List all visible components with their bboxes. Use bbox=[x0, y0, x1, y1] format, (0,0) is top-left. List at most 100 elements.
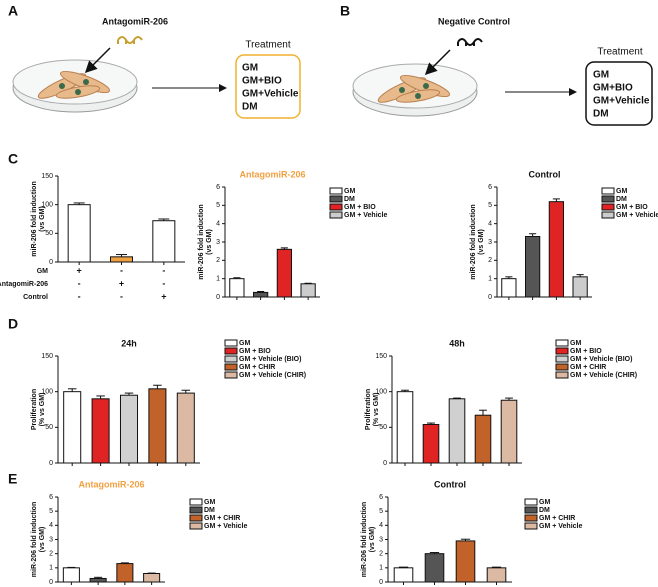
legend-label: GM + Vehicle bbox=[344, 212, 387, 219]
bar bbox=[229, 278, 245, 298]
y-tick-label: 1 bbox=[216, 276, 220, 283]
y-tick-label: 3 bbox=[488, 239, 492, 246]
legend-swatch bbox=[601, 187, 615, 195]
condition-label: AntagomiR-206 bbox=[0, 281, 48, 288]
bar bbox=[396, 391, 414, 464]
treatment: GM+Vehicle bbox=[242, 89, 299, 100]
y-tick-label: 0 bbox=[383, 460, 387, 467]
chart-title: 48h bbox=[449, 338, 465, 348]
legend-label: GM + BIO bbox=[344, 204, 376, 211]
y-tick-label: 4 bbox=[379, 522, 383, 529]
bar bbox=[300, 283, 316, 298]
y-tick-label: 6 bbox=[216, 184, 220, 191]
legend-label: GM + Vehicle (BIO) bbox=[239, 356, 301, 363]
legend-swatch bbox=[189, 514, 203, 522]
legend-swatch bbox=[524, 522, 538, 530]
y-axis-label: (vs GM) bbox=[39, 206, 46, 232]
y-tick-label: 2 bbox=[488, 257, 492, 264]
legend-swatch bbox=[601, 203, 615, 211]
bar bbox=[67, 204, 91, 263]
y-tick-label: 5 bbox=[488, 202, 492, 209]
y-axis-label: (vs GM) bbox=[39, 527, 46, 553]
legend-swatch bbox=[189, 522, 203, 530]
condition-sign: - bbox=[162, 265, 165, 275]
legend-label: GM + CHIR bbox=[204, 515, 240, 522]
legend-swatch bbox=[189, 498, 203, 506]
legend-label: DM bbox=[204, 507, 215, 514]
arrow bbox=[424, 49, 451, 76]
y-tick-label: 100 bbox=[41, 389, 53, 396]
chart-title: AntagomiR-206 bbox=[78, 479, 144, 489]
y-tick-label: 0 bbox=[49, 579, 53, 586]
y-tick-label: 4 bbox=[488, 221, 492, 228]
bar bbox=[119, 394, 139, 464]
treatment-title: Treatment bbox=[245, 40, 290, 51]
chart-title: AntagomiR-206 bbox=[239, 169, 305, 179]
bar bbox=[572, 276, 588, 298]
panel-label: E bbox=[8, 471, 17, 487]
legend-swatch bbox=[524, 514, 538, 522]
legend-swatch bbox=[329, 203, 343, 211]
legend-label: DM bbox=[539, 507, 550, 514]
chart-title: 24h bbox=[121, 338, 137, 348]
treatment: GM bbox=[593, 70, 609, 81]
bar bbox=[548, 201, 564, 298]
y-tick-label: 6 bbox=[379, 494, 383, 501]
treatment: GM+Vehicle bbox=[593, 96, 650, 107]
legend-label: GM bbox=[616, 188, 627, 195]
petri-dish bbox=[352, 63, 478, 117]
legend-label: GM + BIO bbox=[239, 348, 271, 355]
y-axis-label: (% vs GM) bbox=[39, 393, 46, 427]
y-axis-label: miR-206 fold induction bbox=[361, 502, 368, 577]
legend-swatch bbox=[555, 363, 569, 371]
y-tick-label: 2 bbox=[379, 551, 383, 558]
y-tick-label: 0 bbox=[216, 294, 220, 301]
bar bbox=[424, 553, 445, 583]
condition-sign: - bbox=[120, 265, 123, 275]
bar bbox=[91, 398, 110, 464]
y-tick-label: 2 bbox=[49, 551, 53, 558]
condition-sign: + bbox=[119, 278, 124, 288]
y-axis-label: (vs GM) bbox=[369, 527, 376, 553]
bar bbox=[152, 220, 176, 263]
y-tick-label: 0 bbox=[379, 579, 383, 586]
legend-swatch bbox=[601, 211, 615, 219]
legend-swatch bbox=[224, 355, 238, 363]
legend-label: GM + Vehicle bbox=[539, 523, 582, 530]
condition-sign: + bbox=[161, 291, 166, 301]
y-tick-label: 5 bbox=[379, 508, 383, 515]
y-tick-label: 0 bbox=[49, 259, 53, 266]
bar bbox=[501, 278, 517, 298]
treatment: DM bbox=[593, 109, 609, 120]
legend-label: GM + Vehicle (CHIR) bbox=[239, 372, 306, 379]
y-tick-label: 2 bbox=[216, 257, 220, 264]
bar bbox=[116, 563, 134, 583]
bar bbox=[89, 577, 107, 583]
y-axis-label: miR-206 fold induction bbox=[470, 204, 477, 279]
y-axis-label: (vs GM) bbox=[478, 229, 485, 255]
legend-swatch bbox=[224, 363, 238, 371]
panel-label: C bbox=[8, 151, 18, 167]
y-tick-label: 100 bbox=[41, 202, 53, 209]
y-tick-label: 5 bbox=[216, 202, 220, 209]
bar bbox=[253, 291, 269, 298]
y-axis-label: miR-206 fold induction bbox=[31, 181, 38, 256]
y-tick-label: 3 bbox=[49, 536, 53, 543]
legend-swatch bbox=[189, 506, 203, 514]
bar bbox=[63, 391, 82, 464]
panel-label: D bbox=[8, 316, 18, 332]
y-tick-label: 1 bbox=[49, 565, 53, 572]
treatment-box bbox=[585, 61, 653, 126]
bar bbox=[143, 573, 161, 583]
bar bbox=[148, 388, 167, 464]
treatment-title: Treatment bbox=[597, 47, 642, 58]
condition-sign: - bbox=[78, 278, 81, 288]
y-axis-label: miR-206 fold induction bbox=[31, 502, 38, 577]
legend-swatch bbox=[601, 195, 615, 203]
y-axis-label: Proliferation bbox=[31, 389, 38, 430]
legend-swatch bbox=[224, 347, 238, 355]
legend-swatch bbox=[329, 211, 343, 219]
y-axis-label: (% vs GM) bbox=[373, 393, 380, 427]
y-axis-label: miR-206 fold induction bbox=[198, 204, 205, 279]
